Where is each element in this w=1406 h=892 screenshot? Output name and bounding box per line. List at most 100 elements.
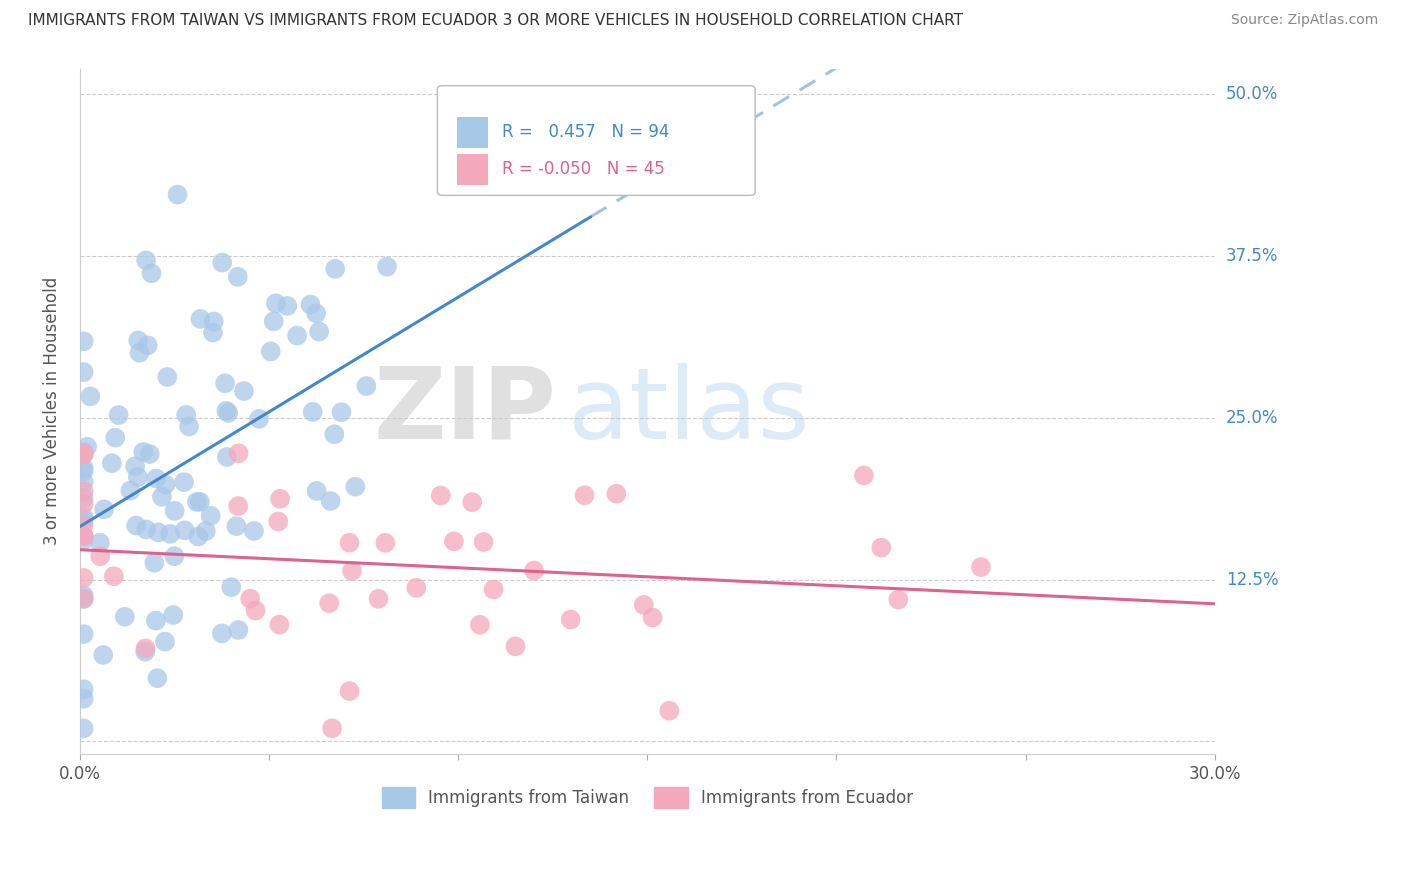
- Point: [127, 470, 149, 484]
- Point: [166, 187, 188, 202]
- Point: [356, 379, 378, 393]
- Point: [156, 370, 179, 384]
- Point: [276, 299, 298, 313]
- Text: 50.0%: 50.0%: [1226, 86, 1278, 103]
- Point: [321, 722, 343, 736]
- Point: [76, 440, 98, 454]
- Point: [375, 260, 398, 274]
- Point: [72, 446, 94, 460]
- Point: [339, 535, 361, 549]
- Point: [560, 613, 582, 627]
- Point: [134, 645, 156, 659]
- Point: [72, 517, 94, 532]
- Point: [91, 648, 114, 662]
- Point: [269, 617, 291, 632]
- Point: [226, 269, 249, 284]
- Point: [132, 445, 155, 459]
- Point: [430, 489, 453, 503]
- Point: [233, 384, 256, 398]
- Point: [89, 549, 111, 564]
- Point: [72, 533, 94, 547]
- Point: [72, 448, 94, 462]
- Point: [163, 549, 186, 564]
- Point: [211, 626, 233, 640]
- Point: [870, 541, 893, 555]
- Point: [72, 484, 94, 499]
- Point: [124, 459, 146, 474]
- Point: [128, 346, 150, 360]
- Point: [190, 312, 212, 326]
- Point: [215, 404, 238, 418]
- Point: [72, 588, 94, 602]
- Point: [219, 580, 242, 594]
- Point: [247, 412, 270, 426]
- Point: [141, 266, 163, 280]
- Point: [970, 560, 993, 574]
- Point: [468, 617, 491, 632]
- Point: [72, 464, 94, 478]
- Legend: Immigrants from Taiwan, Immigrants from Ecuador: Immigrants from Taiwan, Immigrants from …: [375, 780, 920, 814]
- Text: 12.5%: 12.5%: [1226, 571, 1278, 589]
- Point: [93, 502, 115, 516]
- Point: [472, 535, 495, 549]
- Point: [72, 627, 94, 641]
- Point: [217, 406, 239, 420]
- Point: [135, 253, 157, 268]
- Point: [72, 513, 94, 527]
- Point: [159, 527, 181, 541]
- Point: [194, 524, 217, 538]
- Point: [339, 684, 361, 698]
- Text: ZIP: ZIP: [374, 363, 557, 460]
- Point: [72, 365, 94, 379]
- Text: Source: ZipAtlas.com: Source: ZipAtlas.com: [1230, 13, 1378, 28]
- Point: [173, 475, 195, 489]
- Point: [104, 431, 127, 445]
- Point: [153, 634, 176, 648]
- Point: [72, 691, 94, 706]
- Point: [299, 297, 322, 311]
- Text: R = -0.050   N = 45: R = -0.050 N = 45: [502, 161, 665, 178]
- Point: [211, 255, 233, 269]
- Point: [163, 504, 186, 518]
- Text: R =   0.457   N = 94: R = 0.457 N = 94: [502, 123, 669, 141]
- Text: 25.0%: 25.0%: [1226, 409, 1278, 427]
- Point: [260, 344, 283, 359]
- Point: [228, 623, 250, 637]
- Point: [214, 376, 236, 391]
- Point: [215, 450, 238, 464]
- Point: [323, 261, 346, 276]
- Point: [225, 519, 247, 533]
- Point: [186, 495, 208, 509]
- Point: [72, 460, 94, 475]
- Point: [202, 314, 225, 328]
- Text: 37.5%: 37.5%: [1226, 247, 1278, 265]
- Point: [72, 491, 94, 505]
- Text: IMMIGRANTS FROM TAIWAN VS IMMIGRANTS FROM ECUADOR 3 OR MORE VEHICLES IN HOUSEHOL: IMMIGRANTS FROM TAIWAN VS IMMIGRANTS FRO…: [28, 13, 963, 29]
- Point: [72, 529, 94, 543]
- Point: [200, 508, 222, 523]
- Point: [103, 569, 125, 583]
- Point: [318, 596, 340, 610]
- Point: [852, 468, 875, 483]
- Point: [72, 510, 94, 524]
- Point: [226, 499, 249, 513]
- Point: [143, 556, 166, 570]
- Point: [461, 495, 484, 509]
- Point: [330, 405, 353, 419]
- Point: [285, 328, 308, 343]
- Point: [263, 314, 285, 328]
- Point: [301, 405, 323, 419]
- Point: [177, 419, 200, 434]
- Point: [125, 518, 148, 533]
- Point: [344, 480, 367, 494]
- Point: [138, 447, 160, 461]
- Point: [523, 564, 546, 578]
- Point: [162, 607, 184, 622]
- Point: [72, 571, 94, 585]
- Text: atlas: atlas: [568, 363, 810, 460]
- Point: [72, 682, 94, 697]
- Point: [114, 609, 136, 624]
- Point: [72, 445, 94, 459]
- Point: [367, 591, 389, 606]
- Point: [323, 427, 346, 442]
